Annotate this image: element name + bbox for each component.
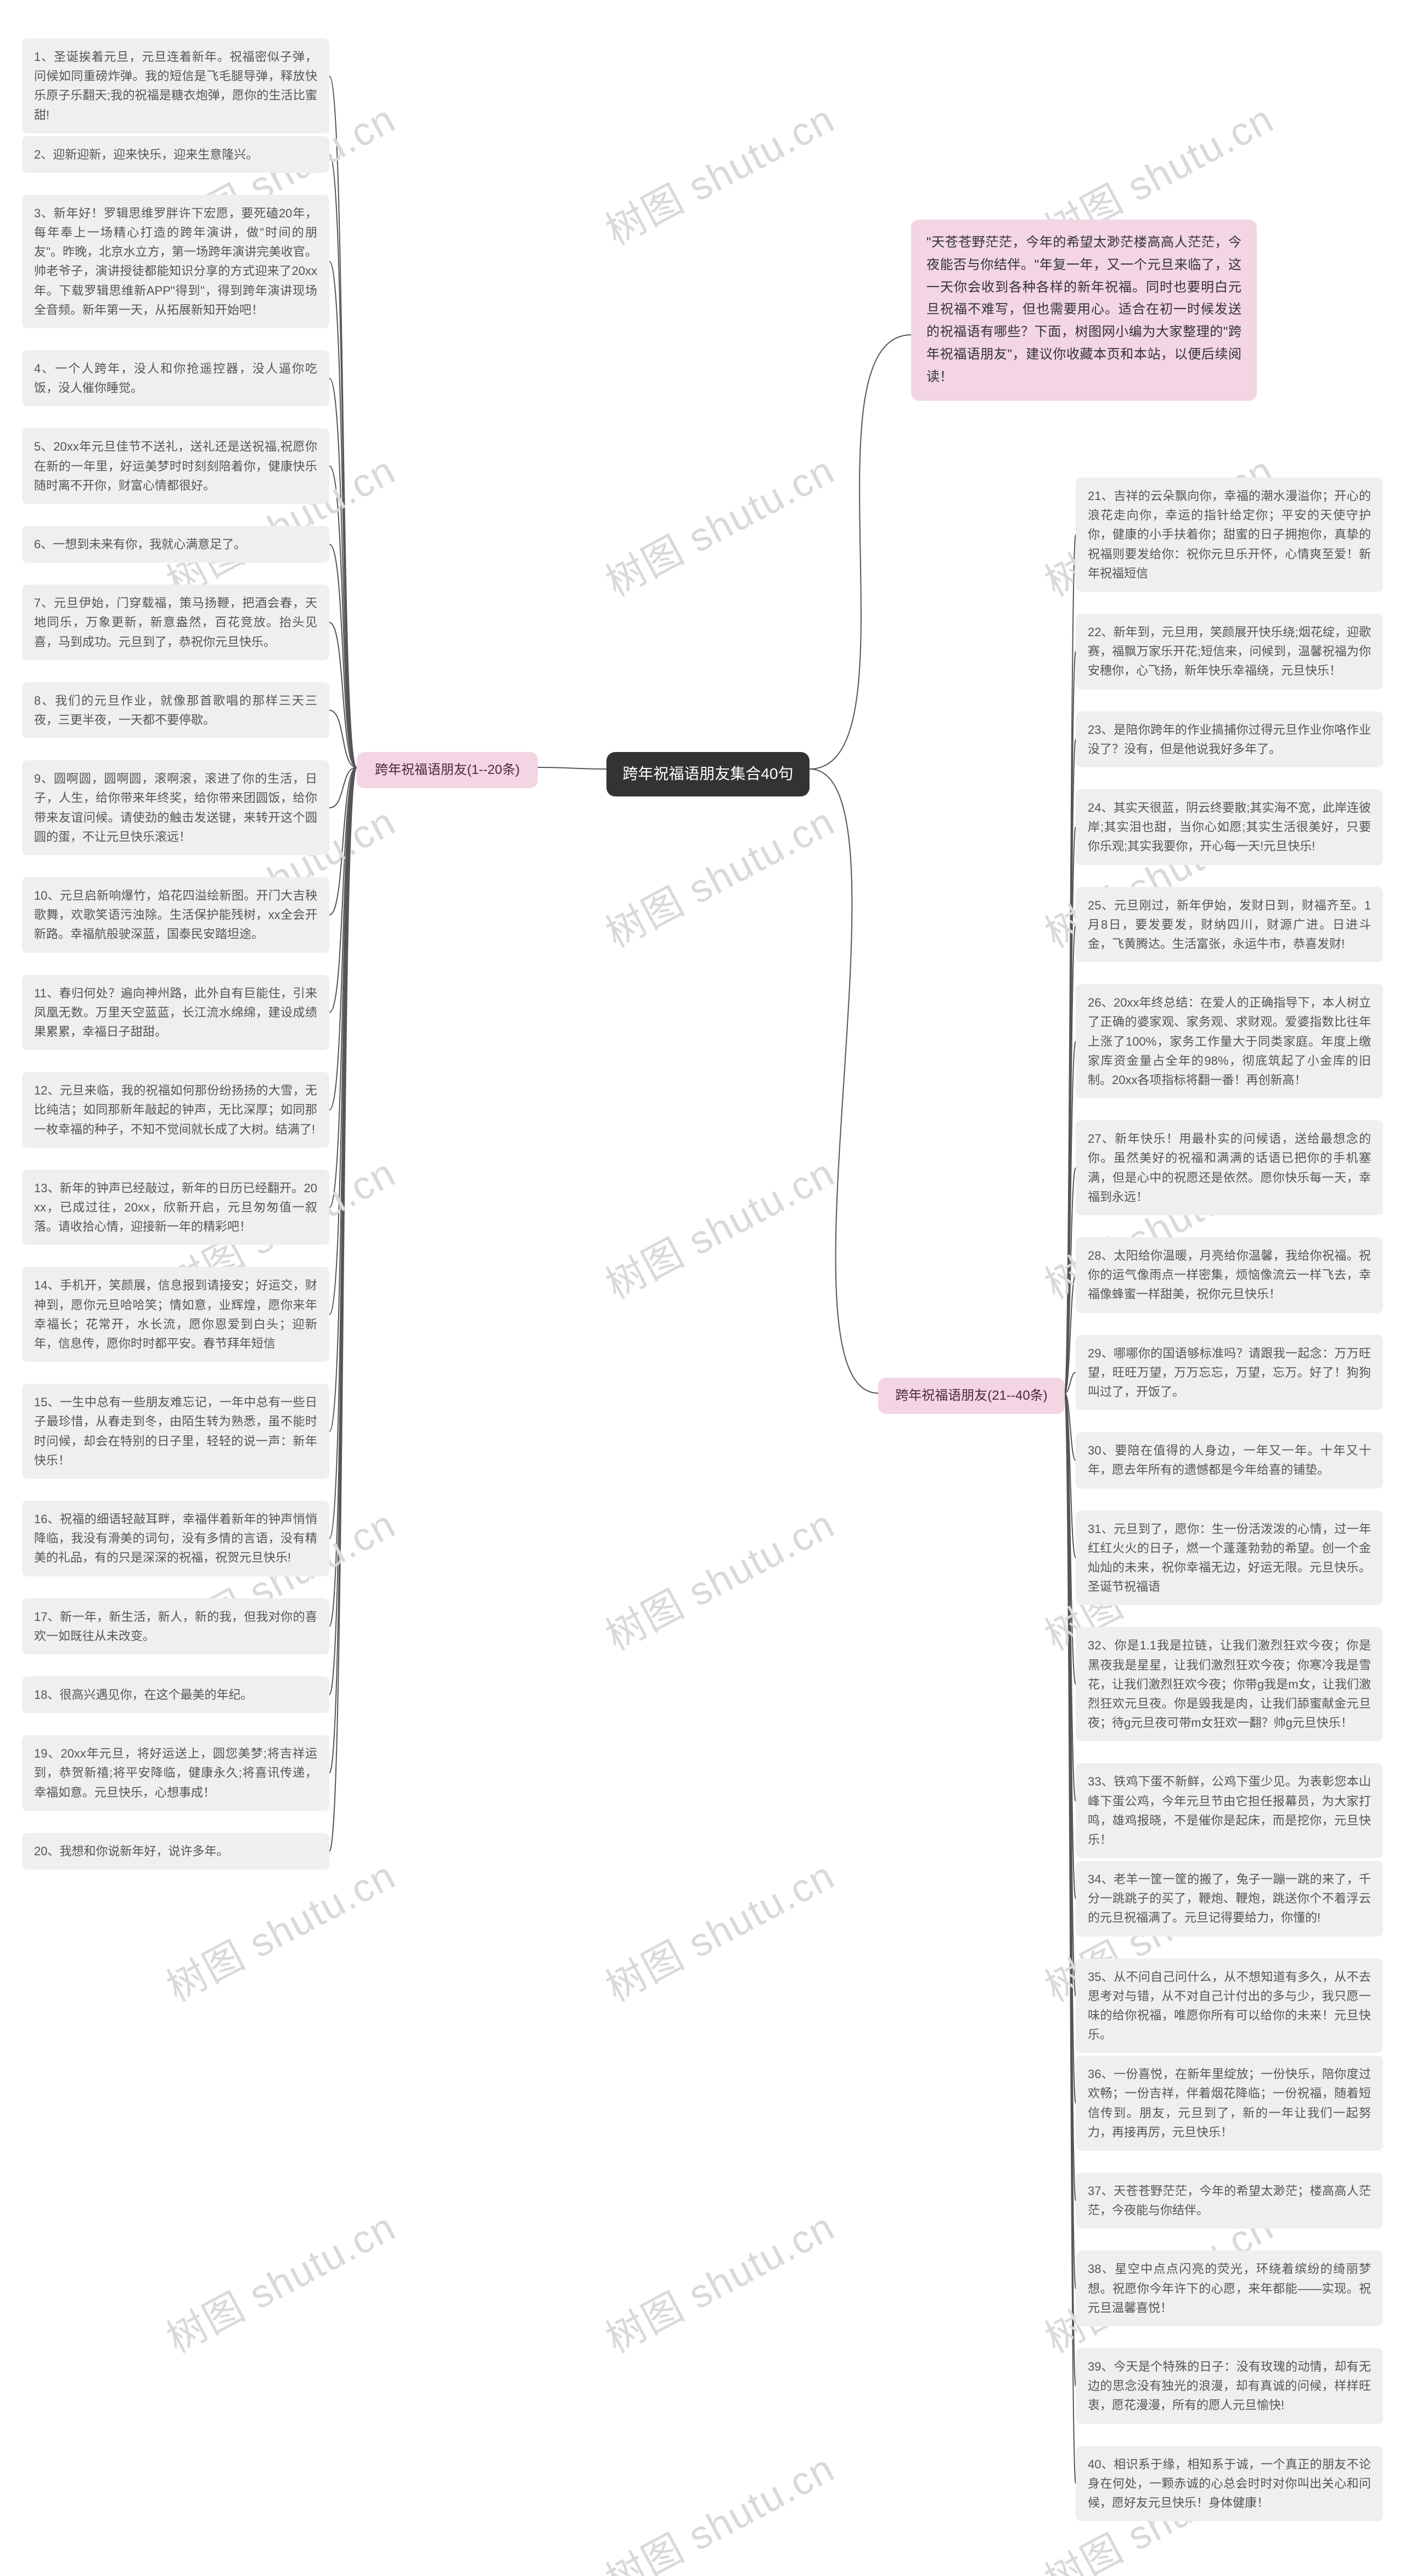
left-leaf-15: 15、一生中总有一些朋友难忘记，一年中总有一些日子最珍惜，从春走到冬，由陌生转为… (22, 1384, 329, 1479)
conn-left-leaf-15 (329, 767, 357, 1432)
watermark: 树图 shutu.cn (155, 2195, 404, 2364)
conn-right-leaf-36 (1065, 1393, 1076, 2103)
conn-left-leaf-9 (329, 767, 357, 808)
conn-right-leaf-27 (1065, 1168, 1076, 1393)
watermark: 树图 shutu.cn (594, 2195, 843, 2364)
left-leaf-14: 14、手机开，笑颜展，信息报到请接安；好运交，财神到，愿你元旦哈哈笑；情如意，业… (22, 1267, 329, 1362)
conn-center-left (538, 767, 606, 769)
conn-right-leaf-34 (1065, 1393, 1076, 1899)
conn-left-leaf-14 (329, 767, 357, 1315)
conn-left-leaf-11 (329, 767, 357, 1012)
right-branch-label: 跨年祝福语朋友(21--40条) (878, 1378, 1065, 1414)
left-leaf-6: 6、一想到未来有你，我就心满意足了。 (22, 526, 329, 563)
conn-right-leaf-38 (1065, 1393, 1076, 2288)
right-leaf-25: 25、元旦刚过，新年伊始，发财日到，财福齐至。1月8日，要发要发，财纳四川，财源… (1076, 887, 1383, 963)
conn-right-leaf-21 (1065, 535, 1076, 1393)
right-leaf-39: 39、今天是个特殊的日子：没有玫瑰的动情，却有无边的思念没有独光的浪漫，却有真诚… (1076, 2348, 1383, 2424)
conn-right-leaf-32 (1065, 1393, 1076, 1684)
left-leaf-2: 2、迎新迎新，迎来快乐，迎来生意隆兴。 (22, 136, 329, 173)
left-leaf-1: 1、圣诞挨着元旦，元旦连着新年。祝福密似子弹，问候如同重磅炸弹。我的短信是飞毛腿… (22, 38, 329, 133)
left-leaf-7: 7、元旦伊始，门穿载福，策马扬鞭，把酒会春，天地同乐，万象更新，新意盎然，百花竞… (22, 585, 329, 660)
conn-left-leaf-2 (329, 154, 357, 767)
left-leaf-10: 10、元旦启新响爆竹，焰花四溢绘新图。开门大吉秧歌舞，欢歌笑语污浊除。生活保护能… (22, 877, 329, 953)
right-leaf-34: 34、老羊一筐一筐的搬了，兔子一蹦一跳的来了，千分一跳跳子的买了，鞭炮、鞭炮，跳… (1076, 1861, 1383, 1937)
left-leaf-13: 13、新年的钟声已经敲过，新年的日历已经翻开。20xx，已成过往，20xx，欣新… (22, 1170, 329, 1245)
right-leaf-38: 38、星空中点点闪亮的荧光，环绕着缤纷的绮丽梦想。祝愿你今年许下的心愿，来年都能… (1076, 2251, 1383, 2326)
center-topic: 跨年祝福语朋友集合40句 (606, 752, 810, 796)
conn-left-leaf-18 (329, 767, 357, 1695)
conn-right-leaf-31 (1065, 1393, 1076, 1558)
left-leaf-8: 8、我们的元旦作业，就像那首歌唱的那样三天三夜，三更半夜，一天都不要停歇。 (22, 682, 329, 738)
conn-right-leaf-35 (1065, 1393, 1076, 1996)
right-leaf-29: 29、哪哪你的国语够标准吗？请跟我一起念：万万旺望，旺旺万望，万万忘忘，万望，忘… (1076, 1335, 1383, 1411)
left-branch-label: 跨年祝福语朋友(1--20条) (357, 752, 538, 788)
right-leaf-40: 40、相识系于缘，相知系于诚，一个真正的朋友不论身在何处，一颗赤诚的心总会时时对… (1076, 2446, 1383, 2522)
right-leaf-37: 37、天苍苍野茫茫，今年的希望太渺茫；楼高高人茫茫，今夜能与你结伴。 (1076, 2173, 1383, 2229)
conn-right-leaf-26 (1065, 1041, 1076, 1393)
left-leaf-3: 3、新年好！罗辑思维罗胖许下宏愿，要死磕20年，每年奉上一场精心打造的跨年演讲，… (22, 195, 329, 328)
conn-left-leaf-16 (329, 767, 357, 1539)
conn-left-leaf-19 (329, 767, 357, 1773)
conn-left-leaf-3 (329, 261, 357, 767)
conn-center-right (810, 769, 878, 1393)
watermark: 树图 shutu.cn (594, 1141, 843, 1310)
conn-left-leaf-1 (329, 76, 357, 767)
right-leaf-28: 28、太阳给你温暖，月亮给你温馨，我给你祝福。祝你的运气像雨点一样密集，烦恼像流… (1076, 1237, 1383, 1313)
conn-right-leaf-40 (1065, 1393, 1076, 2483)
conn-left-leaf-4 (329, 378, 357, 767)
right-leaf-33: 33、铁鸡下蛋不新鲜，公鸡下蛋少见。为表彰您本山峰下蛋公鸡，今年元旦节由它担任报… (1076, 1763, 1383, 1858)
right-leaf-32: 32、你是1.1我是拉链，让我们激烈狂欢今夜；你是黑夜我是星星，让我们激烈狂欢今… (1076, 1627, 1383, 1741)
left-leaf-17: 17、新一年，新生活，新人，新的我，但我对你的喜欢一如既往从未改变。 (22, 1598, 329, 1654)
right-leaf-27: 27、新年快乐！用最朴实的问候语，送给最想念的你。虽然美好的祝福和满满的话语已把… (1076, 1120, 1383, 1215)
left-leaf-4: 4、一个人跨年，没人和你抢遥控器，没人逼你吃饭，没人催你睡觉。 (22, 350, 329, 406)
conn-right-leaf-37 (1065, 1393, 1076, 2201)
left-leaf-11: 11、春归何处？遍向神州路，此外自有巨能住，引来凤凰无数。万里天空蓝蓝，长江流水… (22, 975, 329, 1051)
conn-right-leaf-33 (1065, 1393, 1076, 1801)
right-leaf-24: 24、其实天很蓝，阴云终要散;其实海不宽，此岸连彼岸;其实泪也甜，当你心如愿;其… (1076, 789, 1383, 865)
conn-right-leaf-25 (1065, 924, 1076, 1393)
conn-left-leaf-12 (329, 767, 357, 1110)
conn-right-leaf-39 (1065, 1393, 1076, 2386)
right-leaf-22: 22、新年到，元旦用，笑颜展开快乐绕;烟花绽，迎歌赛，福飘万家乐开花;短信来，问… (1076, 614, 1383, 689)
conn-left-leaf-20 (329, 767, 357, 1851)
watermark: 树图 shutu.cn (594, 1492, 843, 1662)
watermark: 树图 shutu.cn (594, 790, 843, 959)
conn-center-intro (810, 335, 911, 769)
watermark: 树图 shutu.cn (594, 1844, 843, 2013)
right-leaf-36: 36、一份喜悦，在新年里绽放；一份快乐，陪你度过欢畅；一份吉祥，伴着烟花降临；一… (1076, 2056, 1383, 2151)
conn-right-leaf-24 (1065, 827, 1076, 1393)
conn-left-leaf-8 (329, 710, 357, 767)
conn-right-leaf-28 (1065, 1275, 1076, 1393)
right-leaf-30: 30、要陪在值得的人身边，一年又一年。十年又十年，愿去年所有的遗憾都是今年给喜的… (1076, 1432, 1383, 1488)
right-leaf-23: 23、是陪你跨年的作业搞捕你过得元旦作业你咯作业没了？没有，但是他说我好多年了。 (1076, 711, 1383, 767)
intro-blurb: "天苍苍野茫茫，今年的希望太渺茫楼高高人茫茫，今夜能否与你结伴。"年复一年，又一… (911, 220, 1257, 401)
left-leaf-19: 19、20xx年元旦，将好运送上，圆您美梦;将吉祥运到，恭贺新禧;将平安降临，健… (22, 1735, 329, 1811)
conn-right-leaf-30 (1065, 1393, 1076, 1460)
conn-right-leaf-23 (1065, 739, 1076, 1393)
left-leaf-20: 20、我想和你说新年好，说许多年。 (22, 1833, 329, 1870)
watermark: 树图 shutu.cn (594, 439, 843, 608)
conn-left-leaf-5 (329, 466, 357, 767)
watermark: 树图 shutu.cn (594, 87, 843, 256)
conn-left-leaf-17 (329, 767, 357, 1626)
right-leaf-31: 31、元旦到了，愿你：生一份活泼泼的心情，过一年红红火火的日子，燃一个蓬蓬勃勃的… (1076, 1511, 1383, 1606)
right-leaf-21: 21、吉祥的云朵飘向你，幸福的潮水漫溢你；开心的浪花走向你，幸运的指针给定你；平… (1076, 478, 1383, 592)
conn-left-leaf-6 (329, 545, 357, 767)
conn-left-leaf-7 (329, 622, 357, 767)
left-leaf-9: 9、圆啊圆，圆啊圆，滚啊滚，滚进了你的生活，日子，人生，给你带来年终奖，给你带来… (22, 760, 329, 855)
watermark: 树图 shutu.cn (594, 2437, 843, 2576)
left-leaf-18: 18、很高兴遇见你，在这个最美的年纪。 (22, 1676, 329, 1713)
right-leaf-35: 35、从不问自己问什么，从不想知道有多久，从不去思考对与错，从不对自己计付出的多… (1076, 1958, 1383, 2053)
conn-right-leaf-22 (1065, 652, 1076, 1393)
conn-right-leaf-29 (1065, 1372, 1076, 1393)
conn-left-leaf-13 (329, 767, 357, 1208)
conn-left-leaf-10 (329, 767, 357, 915)
right-leaf-26: 26、20xx年终总结：在爱人的正确指导下，本人树立了正确的婆家观、家务观、求财… (1076, 984, 1383, 1098)
left-leaf-5: 5、20xx年元旦佳节不送礼，送礼还是送祝福,祝愿你在新的一年里，好运美梦时时刻… (22, 428, 329, 504)
left-leaf-12: 12、元旦来临，我的祝福如何那份纷扬扬的大雪，无比纯洁；如同那新年敲起的钟声，无… (22, 1072, 329, 1148)
left-leaf-16: 16、祝福的细语轻敲耳畔，幸福伴着新年的钟声悄悄降临，我没有滑美的词句，没有多情… (22, 1501, 329, 1576)
